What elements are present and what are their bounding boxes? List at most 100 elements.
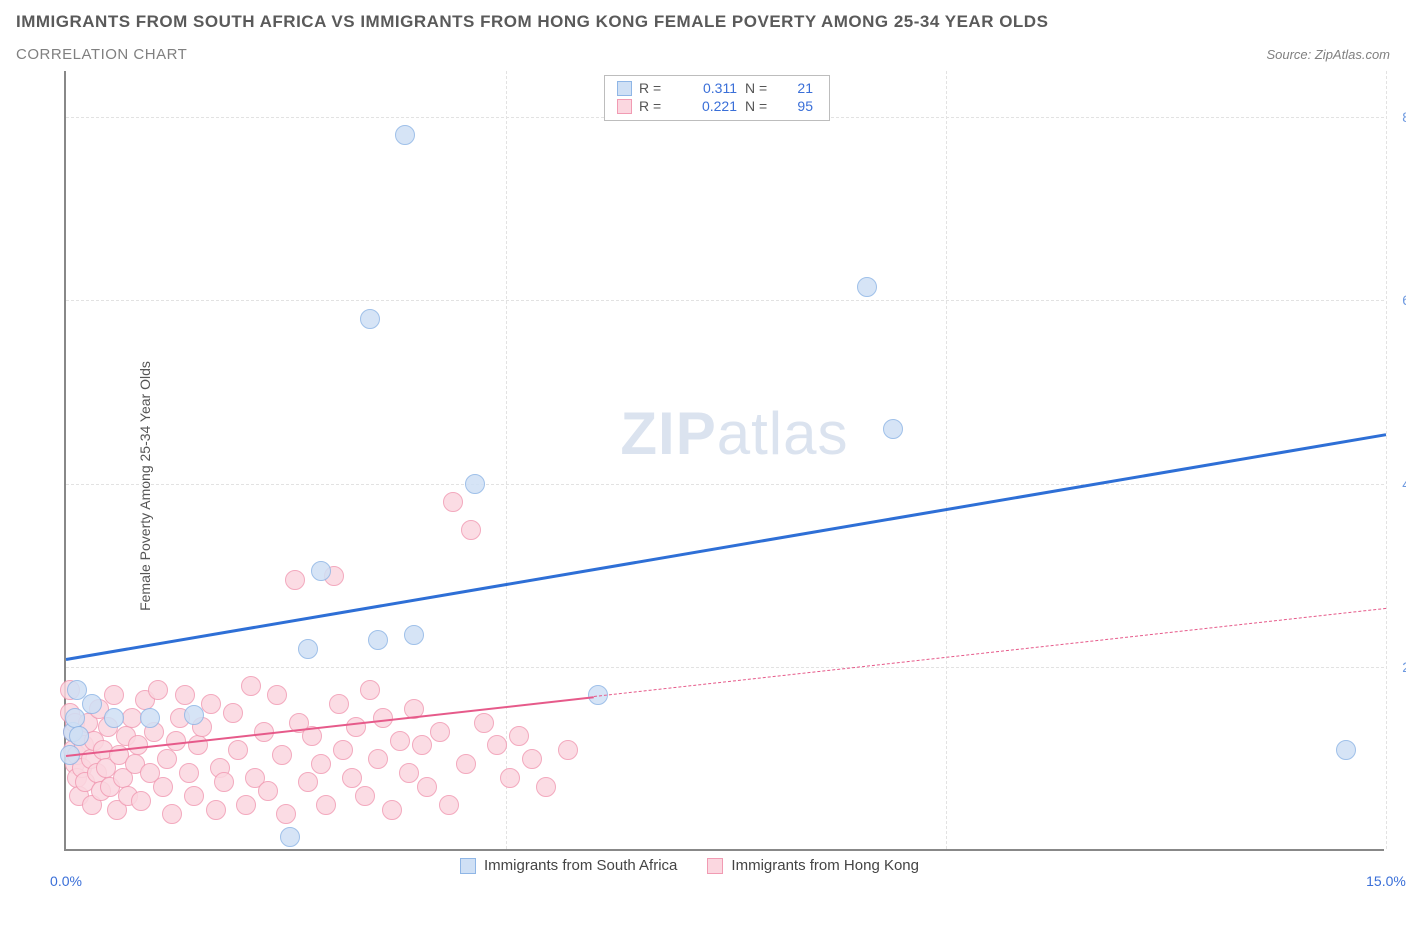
series-legend: Immigrants from South Africa Immigrants f… — [460, 857, 919, 874]
x-tick-label: 0.0% — [50, 873, 82, 889]
y-tick-label: 20.0% — [1402, 659, 1406, 675]
legend-n-value: 21 — [777, 80, 817, 96]
watermark-rest: atlas — [717, 400, 849, 467]
data-point-hong_kong — [474, 713, 494, 733]
data-point-hong_kong — [461, 520, 481, 540]
legend-r-value: 0.221 — [671, 98, 741, 114]
watermark-bold: ZIP — [620, 400, 716, 467]
data-point-hong_kong — [487, 735, 507, 755]
source-label: Source: ZipAtlas.com — [1266, 47, 1390, 62]
data-point-hong_kong — [214, 772, 234, 792]
data-point-hong_kong — [342, 768, 362, 788]
data-point-hong_kong — [104, 685, 124, 705]
chart-container: Female Poverty Among 25-34 Year Olds ZIP… — [16, 71, 1390, 901]
data-point-hong_kong — [236, 795, 256, 815]
data-point-south_africa — [395, 125, 415, 145]
data-point-hong_kong — [298, 772, 318, 792]
data-point-hong_kong — [206, 800, 226, 820]
chart-title: IMMIGRANTS FROM SOUTH AFRICA VS IMMIGRAN… — [16, 12, 1390, 32]
data-point-south_africa — [184, 705, 204, 725]
chart-subtitle: CORRELATION CHART — [16, 46, 187, 63]
data-point-south_africa — [140, 708, 160, 728]
legend-item: Immigrants from Hong Kong — [707, 857, 919, 874]
data-point-hong_kong — [333, 740, 353, 760]
data-point-south_africa — [298, 639, 318, 659]
data-point-hong_kong — [276, 804, 296, 824]
data-point-hong_kong — [522, 749, 542, 769]
data-point-hong_kong — [285, 570, 305, 590]
y-tick-label: 60.0% — [1402, 292, 1406, 308]
legend-label: Immigrants from Hong Kong — [731, 857, 919, 874]
legend-n-label: N = — [745, 80, 773, 96]
watermark: ZIPatlas — [620, 399, 848, 468]
data-point-hong_kong — [148, 680, 168, 700]
data-point-south_africa — [104, 708, 124, 728]
y-tick-label: 80.0% — [1402, 109, 1406, 125]
data-point-hong_kong — [368, 749, 388, 769]
data-point-hong_kong — [509, 726, 529, 746]
legend-n-value: 95 — [777, 98, 817, 114]
data-point-hong_kong — [228, 740, 248, 760]
data-point-hong_kong — [258, 781, 278, 801]
correlation-legend: R =0.311N =21 R =0.221N =95 — [604, 75, 830, 121]
data-point-hong_kong — [430, 722, 450, 742]
data-point-south_africa — [311, 561, 331, 581]
gridline-vertical — [1386, 71, 1387, 849]
data-point-hong_kong — [355, 786, 375, 806]
data-point-hong_kong — [175, 685, 195, 705]
trend-line — [66, 433, 1386, 661]
data-point-hong_kong — [360, 680, 380, 700]
gridline-horizontal — [66, 484, 1384, 485]
legend-r-label: R = — [639, 80, 667, 96]
gridline-horizontal — [66, 300, 1384, 301]
data-point-hong_kong — [179, 763, 199, 783]
legend-label: Immigrants from South Africa — [484, 857, 677, 874]
data-point-hong_kong — [201, 694, 221, 714]
data-point-hong_kong — [443, 492, 463, 512]
data-point-south_africa — [404, 625, 424, 645]
data-point-south_africa — [465, 474, 485, 494]
data-point-hong_kong — [153, 777, 173, 797]
data-point-hong_kong — [184, 786, 204, 806]
data-point-south_africa — [82, 694, 102, 714]
data-point-hong_kong — [346, 717, 366, 737]
data-point-south_africa — [280, 827, 300, 847]
data-point-hong_kong — [399, 763, 419, 783]
data-point-hong_kong — [329, 694, 349, 714]
y-tick-label: 40.0% — [1402, 476, 1406, 492]
data-point-hong_kong — [500, 768, 520, 788]
data-point-south_africa — [857, 277, 877, 297]
trend-line — [594, 608, 1386, 697]
data-point-hong_kong — [439, 795, 459, 815]
legend-r-label: R = — [639, 98, 667, 114]
legend-item: Immigrants from South Africa — [460, 857, 677, 874]
data-point-south_africa — [368, 630, 388, 650]
data-point-south_africa — [883, 419, 903, 439]
legend-swatch — [617, 81, 632, 96]
legend-r-value: 0.311 — [671, 80, 741, 96]
legend-swatch — [707, 858, 723, 874]
legend-swatch — [460, 858, 476, 874]
data-point-hong_kong — [417, 777, 437, 797]
data-point-hong_kong — [316, 795, 336, 815]
legend-n-label: N = — [745, 98, 773, 114]
data-point-hong_kong — [267, 685, 287, 705]
data-point-south_africa — [360, 309, 380, 329]
subtitle-row: CORRELATION CHART Source: ZipAtlas.com — [16, 46, 1390, 63]
data-point-hong_kong — [162, 804, 182, 824]
data-point-south_africa — [1336, 740, 1356, 760]
data-point-south_africa — [69, 726, 89, 746]
data-point-hong_kong — [412, 735, 432, 755]
data-point-hong_kong — [223, 703, 243, 723]
data-point-south_africa — [65, 708, 85, 728]
data-point-hong_kong — [390, 731, 410, 751]
data-point-hong_kong — [558, 740, 578, 760]
gridline-vertical — [506, 71, 507, 849]
x-tick-label: 15.0% — [1366, 873, 1406, 889]
data-point-hong_kong — [311, 754, 331, 774]
plot-area: ZIPatlas 20.0%40.0%60.0%80.0%0.0%15.0% — [64, 71, 1384, 851]
data-point-hong_kong — [536, 777, 556, 797]
gridline-horizontal — [66, 667, 1384, 668]
gridline-vertical — [946, 71, 947, 849]
data-point-hong_kong — [272, 745, 292, 765]
